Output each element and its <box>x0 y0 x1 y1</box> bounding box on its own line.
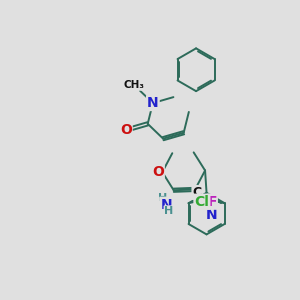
Text: H: H <box>158 193 168 203</box>
Text: N: N <box>160 198 172 212</box>
Text: C: C <box>192 186 202 199</box>
Text: O: O <box>120 123 132 137</box>
Text: N: N <box>147 96 159 110</box>
Text: O: O <box>152 165 164 179</box>
Text: CH₃: CH₃ <box>124 80 145 90</box>
Text: Cl: Cl <box>194 195 209 209</box>
Text: N: N <box>206 208 217 222</box>
Text: H: H <box>164 206 174 216</box>
Text: F: F <box>207 195 217 209</box>
